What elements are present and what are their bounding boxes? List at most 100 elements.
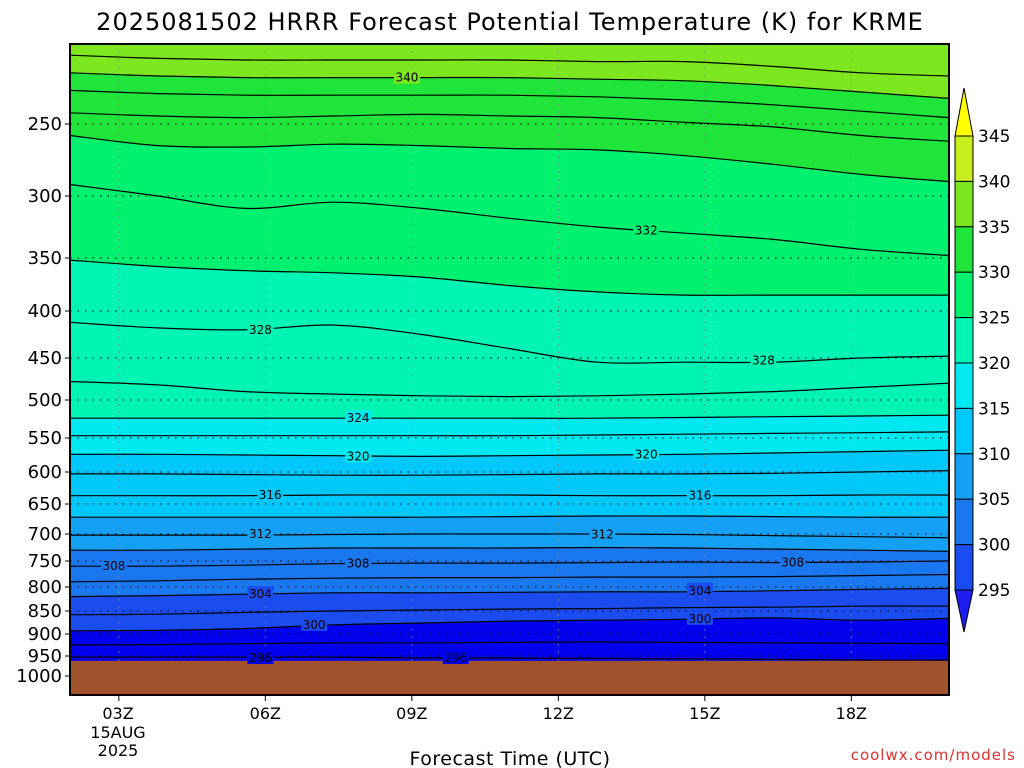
y-tick-label: 850 [28,601,62,622]
contour-label: 316 [257,487,284,502]
contour-label-text: 324 [347,411,370,425]
contour-label-bg [686,582,713,597]
contour-label-text: 304 [688,584,711,598]
contour-label-bg [686,487,713,502]
y-tick-label: 550 [28,428,62,449]
y-tick-label: 250 [28,114,62,135]
y-tick-label: 600 [28,462,62,483]
colorbar-tick-label: 300 [978,536,1010,556]
contour-312 [70,533,949,539]
x-axis-label: Forecast Time (UTC) [410,748,611,768]
y-tick-label: 450 [28,348,62,369]
contour-label-bg [393,69,420,84]
contour-label: 308 [100,558,127,573]
contour-306 [70,573,949,583]
x-start-label-date: 15AUG [90,723,145,742]
contour-label-bg [247,526,274,540]
contour-318 [70,470,949,476]
contour-322 [70,431,949,437]
y-tick-label: 750 [28,551,62,572]
contour-label-bg [301,616,328,631]
colorbar-tick-label: 320 [978,354,1010,374]
contour-302 [70,605,949,616]
contour-328 [70,321,949,364]
contour-336 [70,112,949,142]
contour-label-bg [247,650,274,664]
contour-label-text: 308 [781,556,804,570]
colorbar-tick-label: 325 [978,309,1010,329]
contour-label-text: 304 [249,587,272,601]
contour-label-bg [779,554,806,569]
y-tick-label: 500 [28,390,62,411]
x-tick-label: 18Z [836,704,867,723]
ground-fill [70,660,949,695]
colorbar-tick-label: 305 [978,490,1010,510]
colorbar-tick-label: 315 [978,399,1010,419]
contour-label-bg [345,410,372,425]
contour-label-bg [589,526,616,541]
contour-298 [70,641,949,646]
x-start-label-year: 2025 [98,741,139,760]
contour-334 [70,134,949,183]
contour-label-text: 320 [347,449,370,463]
colorbar-segment [954,544,974,591]
x-tick-label: 15Z [689,704,720,723]
colorbar-max-arrow [954,87,974,137]
contour-316 [70,494,949,497]
contour-304 [70,587,949,598]
colorbar-segment [954,362,974,409]
contour-label: 300 [686,610,713,626]
colorbar-min-arrow [954,589,974,633]
x-start-label-hour: 03Z [102,704,133,723]
contour-label-bg [257,487,284,502]
y-tick-label: 900 [28,624,62,645]
colorbar-tick-label: 310 [978,445,1010,465]
contour-label-bg [442,650,469,664]
contour-label-bg [247,321,274,336]
contour-310 [70,546,949,552]
colorbar-tick-label: 295 [978,581,1010,601]
contour-label-text: 320 [635,447,658,461]
contour-label-bg [345,448,372,463]
contour-label: 328 [750,352,777,368]
colorbar-segment [954,407,974,455]
contour-label-text: 328 [249,323,272,337]
contour-320 [70,449,949,458]
contour-label-text: 308 [102,559,125,573]
contour-label: 316 [686,487,713,503]
contour-314 [70,515,949,518]
contour-label-text: 296 [444,651,467,665]
pressure-axis: 2503003504004505005506006507007508008509… [16,114,70,687]
contour-label: 296 [442,650,469,665]
colorbar-tick-label: 330 [978,263,1010,283]
contour-340 [70,72,949,99]
plot-frame [69,43,950,696]
y-tick-label: 950 [28,646,62,667]
colorbar-segment [954,453,974,500]
colorbar-segment [954,271,974,319]
colorbar-tick-label: 335 [978,218,1010,238]
contour-label-text: 328 [752,354,775,368]
contour-label-bg [345,555,372,570]
colorbar-segment [954,226,974,273]
y-tick-label: 350 [28,248,62,269]
contour-label: 328 [247,321,274,337]
contour-label: 324 [345,410,372,425]
colorbar: 345 340 335 330 325 320 315 310 305 300 295 [954,87,1010,633]
colorbar-tick-label: 345 [978,127,1010,147]
contour-label: 308 [779,554,806,570]
contour-label-text: 312 [249,527,272,541]
contour-label: 312 [247,526,274,541]
contour-338 [70,89,949,119]
contour-296 [70,656,949,661]
contour-label: 308 [345,555,372,571]
contour-label-text: 332 [635,224,658,238]
time-axis: 06Z 09Z 12Z 15Z 18Z [118,695,867,723]
theta-contours [70,54,949,661]
contour-label-text: 296 [249,651,272,665]
contour-300 [70,617,949,632]
contour-label-text: 340 [395,71,418,85]
chart-title: 2025081502 HRRR Forecast Potential Tempe… [96,8,924,36]
contour-label: 332 [633,222,660,238]
